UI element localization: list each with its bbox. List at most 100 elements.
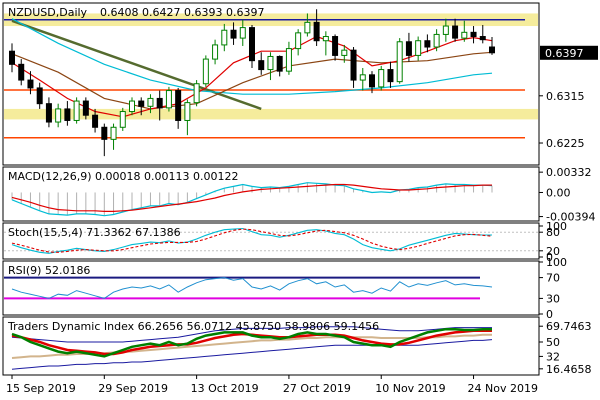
macd-tick-0: 0.00332	[546, 166, 592, 179]
price-tick-1: 0.6225	[546, 137, 585, 150]
candle-body	[378, 69, 385, 88]
candle-body	[156, 97, 163, 109]
candle-body	[461, 31, 468, 39]
candle-body	[184, 102, 191, 121]
candle-body	[452, 25, 459, 39]
candle-body	[55, 108, 62, 123]
candle-body	[332, 36, 339, 56]
candle-body	[341, 49, 348, 56]
candle-body	[359, 74, 366, 81]
tdi-price-line	[11, 327, 492, 358]
candle-body	[119, 111, 126, 128]
candle-body	[396, 41, 403, 83]
moving-average-0	[11, 18, 493, 95]
stoch-tick-3: 0	[546, 251, 553, 264]
candle-body	[165, 90, 172, 109]
price-zone-1	[4, 108, 538, 120]
rsi-tick-2: 30	[546, 292, 560, 305]
candle-body	[36, 87, 43, 105]
rsi-tick-3: 0	[546, 308, 553, 321]
date-tick-1: 29 Sep 2019	[98, 382, 168, 395]
tdi-upper-band	[11, 326, 492, 343]
macd-pane[interactable]	[2, 166, 540, 222]
rsi-tick-1: 70	[546, 272, 560, 285]
macd-signal-line	[11, 183, 492, 212]
candle-body	[304, 21, 311, 34]
tdi-pane[interactable]	[2, 316, 540, 376]
symbol-label: NZDUSD,Daily	[8, 6, 88, 19]
candle-body	[479, 36, 486, 41]
candle-body	[433, 33, 440, 48]
candle-body	[101, 126, 108, 140]
candle-body	[221, 29, 228, 46]
date-tick-3: 27 Oct 2019	[283, 382, 351, 395]
date-tick-5: 24 Nov 2019	[468, 382, 538, 395]
candle-body	[405, 41, 412, 56]
stoch-signal-line	[11, 228, 493, 253]
price-series	[4, 9, 538, 157]
stoch-pane[interactable]	[2, 222, 540, 260]
candle-body	[82, 100, 89, 116]
axis-labels: 0.63150.62250.003320.00-0.00394100802001…	[6, 90, 595, 395]
candle-body	[147, 97, 154, 107]
candle-body	[267, 55, 274, 71]
candle-body	[313, 21, 320, 42]
rsi-series	[4, 276, 493, 300]
macd-tick-1: 0.00	[546, 186, 571, 199]
candle-body	[415, 40, 422, 56]
candle-body	[64, 108, 71, 121]
last-price-label: 0.6397	[545, 47, 584, 60]
trendline	[11, 19, 262, 111]
candle-body	[138, 100, 145, 107]
tdi-label: Traders Dynamic Index 66.2656 56.0712 45…	[7, 320, 379, 333]
tdi-series	[11, 326, 493, 370]
candle-body	[470, 31, 477, 38]
tdi-tick-3: 16.4658	[546, 363, 592, 376]
macd-label: MACD(12,26,9) 0.00018 0.00113 0.00122	[8, 170, 239, 183]
candle-body	[110, 126, 117, 140]
stoch-label: Stoch(15,5,4) 71.3362 67.1386	[8, 226, 181, 239]
ohlc-label: 0.6408 0.6427 0.6393 0.6397	[100, 6, 264, 19]
candle-body	[45, 103, 52, 123]
candle-body	[230, 29, 237, 39]
moving-average-1	[11, 51, 493, 110]
candle-body	[489, 46, 495, 54]
candle-body	[442, 25, 449, 35]
candle-body	[193, 83, 200, 104]
macd-main-line	[11, 182, 493, 217]
candle-body	[202, 58, 209, 85]
candle-body	[73, 100, 80, 121]
candle-body	[322, 36, 329, 42]
macd-series	[11, 182, 493, 217]
candle-body	[285, 48, 292, 72]
rsi-tick-0: 100	[546, 256, 567, 269]
last-price-marker: 0.6397	[540, 45, 598, 60]
candle-body	[27, 79, 34, 89]
rsi-line	[11, 277, 493, 299]
stoch-tick-1: 80	[546, 226, 560, 239]
candle-body	[212, 44, 219, 60]
rsi-label: RSI(9) 52.0186	[8, 264, 90, 277]
tdi-tick-2: 32	[546, 350, 560, 363]
candle-body	[9, 50, 15, 65]
candle-body	[369, 74, 375, 88]
macd-tick-2: -0.00394	[546, 211, 595, 224]
candle-body	[18, 63, 25, 81]
candle-body	[239, 27, 246, 39]
tdi-tick-1: 50	[546, 336, 560, 349]
stoch-tick-0: 100	[546, 220, 567, 233]
date-tick-4: 10 Nov 2019	[375, 382, 445, 395]
date-tick-0: 15 Sep 2019	[6, 382, 76, 395]
price-pane[interactable]	[2, 2, 540, 166]
candle-body	[258, 60, 265, 71]
tdi-lower-band	[11, 339, 493, 370]
candle-body	[387, 69, 394, 83]
candle-body	[350, 49, 357, 81]
candle-body	[129, 100, 135, 113]
candle-body	[295, 32, 302, 50]
price-tick-0: 0.6315	[546, 90, 585, 103]
candle-body	[175, 90, 182, 121]
rsi-pane[interactable]	[2, 260, 540, 316]
stoch-tick-2: 20	[546, 245, 560, 258]
